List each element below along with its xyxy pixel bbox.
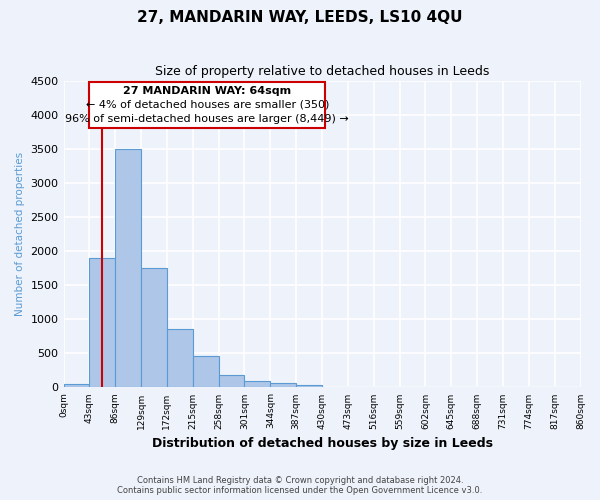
Bar	[141, 268, 167, 388]
X-axis label: Distribution of detached houses by size in Leeds: Distribution of detached houses by size …	[152, 437, 493, 450]
Title: Size of property relative to detached houses in Leeds: Size of property relative to detached ho…	[155, 65, 489, 78]
Bar	[115, 149, 141, 388]
Bar	[244, 380, 271, 388]
Text: 96% of semi-detached houses are larger (8,449) →: 96% of semi-detached houses are larger (…	[65, 114, 349, 124]
Y-axis label: Number of detached properties: Number of detached properties	[15, 152, 25, 316]
Bar	[64, 384, 89, 388]
Bar	[167, 329, 193, 388]
Text: ← 4% of detached houses are smaller (350): ← 4% of detached houses are smaller (350…	[86, 100, 329, 110]
Bar	[218, 376, 244, 388]
Text: 27 MANDARIN WAY: 64sqm: 27 MANDARIN WAY: 64sqm	[123, 86, 291, 96]
Bar	[271, 384, 296, 388]
Bar	[296, 386, 322, 388]
FancyBboxPatch shape	[89, 82, 325, 128]
Text: 27, MANDARIN WAY, LEEDS, LS10 4QU: 27, MANDARIN WAY, LEEDS, LS10 4QU	[137, 10, 463, 25]
Text: Contains HM Land Registry data © Crown copyright and database right 2024.
Contai: Contains HM Land Registry data © Crown c…	[118, 476, 482, 495]
Bar	[89, 258, 115, 388]
Bar	[193, 356, 218, 388]
